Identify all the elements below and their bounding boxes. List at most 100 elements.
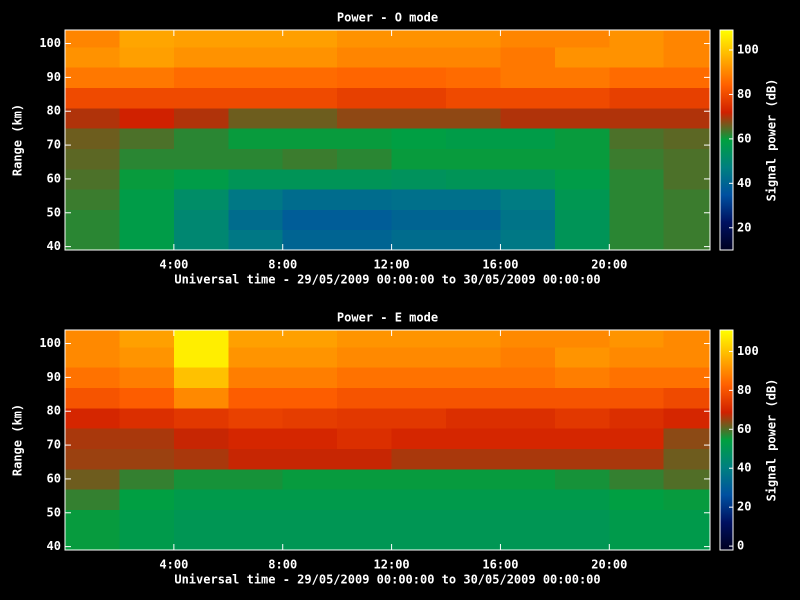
heatmap-cell <box>391 107 447 129</box>
heatmap-cell <box>228 189 284 210</box>
heatmap-cell <box>337 148 393 170</box>
heatmap-cell <box>282 148 338 170</box>
heatmap-cell <box>500 229 556 251</box>
heatmap-cell <box>65 209 120 231</box>
heatmap-cell <box>337 87 393 109</box>
heatmap-cell <box>65 489 120 510</box>
heatmap-cell <box>554 46 610 68</box>
colorbar-tick-label: 60 <box>737 131 751 145</box>
heatmap-cell <box>173 30 229 48</box>
heatmap-cell <box>446 229 501 251</box>
heatmap-cell <box>65 509 120 531</box>
heatmap-cell <box>337 387 393 409</box>
heatmap-cell <box>500 189 556 210</box>
heatmap-cell <box>391 509 447 531</box>
heatmap-cell <box>554 346 610 368</box>
heatmap-cell <box>391 387 447 409</box>
heatmap-cell <box>65 30 120 48</box>
heatmap-cell <box>173 529 229 551</box>
heatmap-cell <box>228 330 284 348</box>
heatmap-cell <box>609 107 665 129</box>
heatmap-cell <box>173 509 229 531</box>
heatmap-cell <box>337 330 393 348</box>
heatmap-cell <box>282 346 338 368</box>
heatmap-cell <box>337 448 393 470</box>
heatmap-cell <box>228 428 284 449</box>
heatmap-cell <box>119 330 175 348</box>
heatmap-cell <box>173 387 229 409</box>
heatmap-cell <box>337 107 393 129</box>
heatmap-cell <box>119 448 175 470</box>
heatmap-cell <box>282 209 338 231</box>
plot-frame <box>64 29 711 251</box>
heatmap-cell <box>391 87 447 109</box>
heatmap-cell <box>119 168 175 190</box>
heatmap-cell <box>554 87 610 109</box>
heatmap-cell <box>554 148 610 170</box>
colorbar-tick-label: 80 <box>737 383 751 397</box>
heatmap-cell <box>228 229 284 251</box>
y-tick-label: 40 <box>47 539 61 553</box>
heatmap-cell <box>282 468 338 490</box>
heatmap-cell <box>391 529 447 551</box>
heatmap-cell <box>609 529 665 551</box>
heatmap-cell <box>446 168 501 190</box>
colorbar-tick-label: 20 <box>737 220 751 234</box>
heatmap-cell <box>446 367 501 389</box>
heatmap-cell <box>554 448 610 470</box>
heatmap-cell <box>663 148 711 170</box>
heatmap-cell <box>609 509 665 531</box>
heatmap-cell <box>663 509 711 531</box>
heatmap-cell <box>446 46 501 68</box>
x-tick-label: 20:00 <box>591 258 627 272</box>
heatmap-cell <box>446 448 501 470</box>
x-tick-label: 8:00 <box>268 258 297 272</box>
heatmap-cell <box>554 529 610 551</box>
y-tick-label: 80 <box>47 104 61 118</box>
heatmap-cell <box>337 428 393 449</box>
heatmap-cell <box>282 128 338 149</box>
heatmap-cell <box>663 46 711 68</box>
heatmap-cell <box>554 128 610 149</box>
heatmap-cell <box>337 346 393 368</box>
heatmap-cell <box>391 67 447 89</box>
heatmap-cell <box>609 387 665 409</box>
heatmap-cell <box>173 346 229 368</box>
heatmap-cell <box>500 128 556 149</box>
heatmap-cell <box>554 468 610 490</box>
heatmap-cell <box>609 30 665 48</box>
heatmap-cell <box>119 489 175 510</box>
heatmap-cell <box>119 367 175 389</box>
heatmap-cell <box>282 387 338 409</box>
colorbar <box>719 29 734 251</box>
heatmap-cell <box>391 428 447 449</box>
heatmap-cell <box>446 330 501 348</box>
heatmap-cell <box>609 428 665 449</box>
heatmap-cell <box>391 168 447 190</box>
heatmap-cell <box>554 428 610 449</box>
heatmap-cell <box>282 330 338 348</box>
y-tick-label: 70 <box>47 438 61 452</box>
heatmap-cell <box>391 448 447 470</box>
x-tick-label: 20:00 <box>591 558 627 572</box>
heatmap-cell <box>554 387 610 409</box>
heatmap-cell <box>173 367 229 389</box>
heatmap-cell <box>446 209 501 231</box>
heatmap-cell <box>173 107 229 129</box>
heatmap-cell <box>500 87 556 109</box>
heatmap-cell <box>663 407 711 429</box>
heatmap-cell <box>609 87 665 109</box>
heatmap-cell <box>391 346 447 368</box>
heatmap-cell <box>119 148 175 170</box>
heatmap-cell <box>65 67 120 89</box>
heatmap-cell <box>663 529 711 551</box>
heatmap-cell <box>65 87 120 109</box>
colorbar-tick-label: 20 <box>737 500 751 514</box>
heatmap-cell <box>337 529 393 551</box>
heatmap-cell <box>446 87 501 109</box>
heatmap-cell <box>119 46 175 68</box>
heatmap-cell <box>337 509 393 531</box>
heatmap-cell <box>228 107 284 129</box>
heatmap-cell <box>391 407 447 429</box>
